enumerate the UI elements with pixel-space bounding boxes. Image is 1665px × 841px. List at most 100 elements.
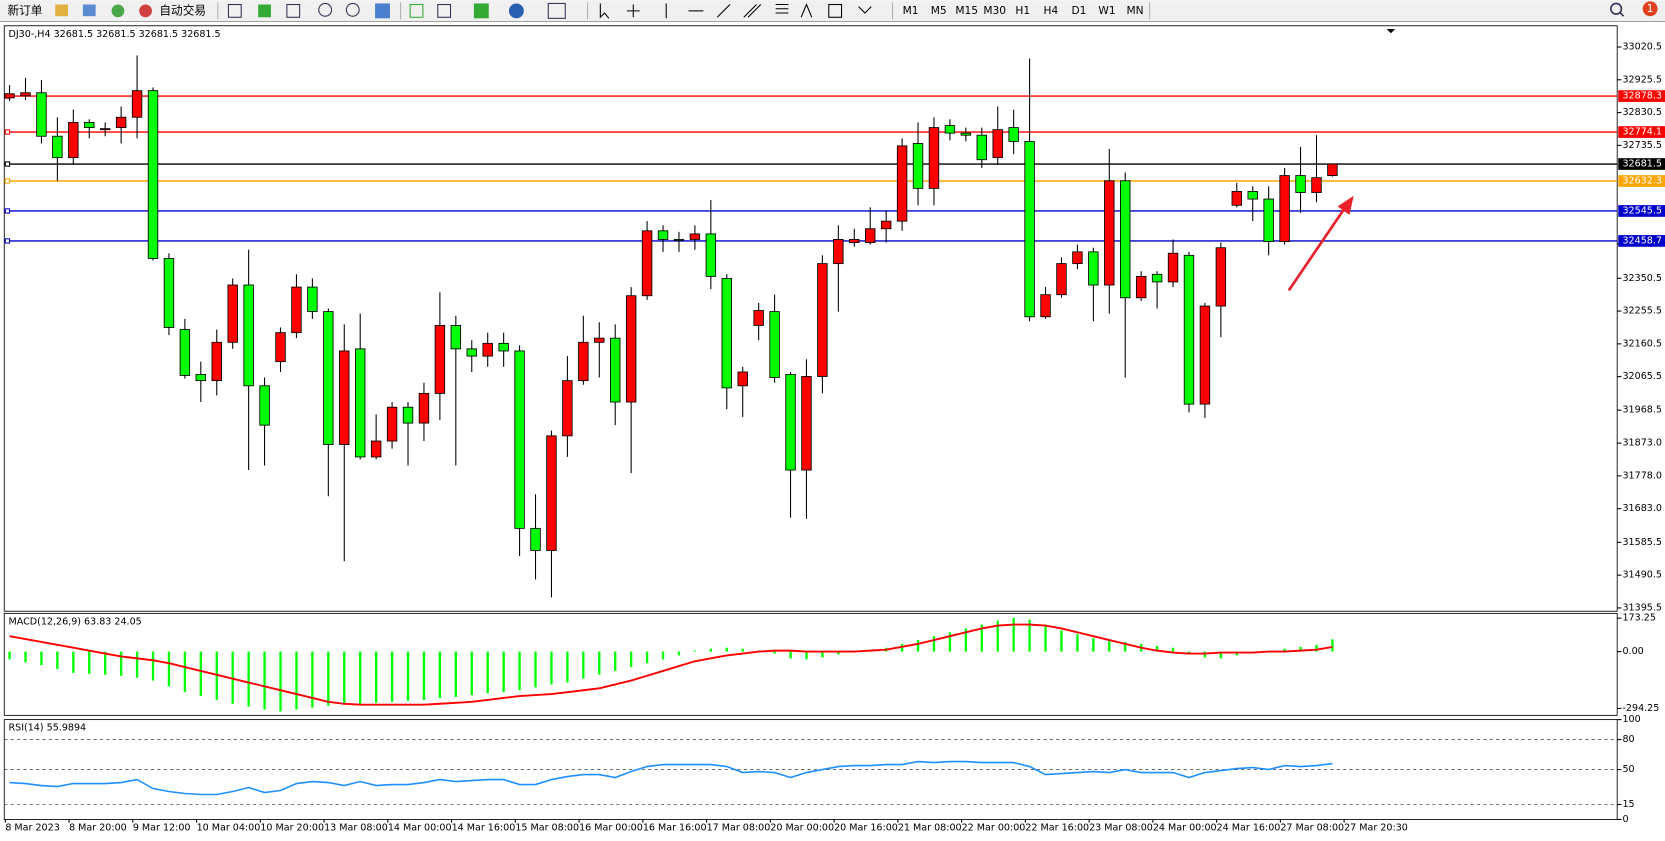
candle-body [211,341,222,382]
x-tick-label: 15 Mar 08:00 [515,822,579,833]
icon[interactable] [473,3,489,19]
timeframe-button[interactable]: M30 [983,4,1006,17]
badge-count: 1 [1647,2,1654,15]
x-tick-label: 14 Mar 16:00 [452,822,516,833]
candle-body [179,329,191,376]
x-tick-label: 24 Mar 16:00 [1217,822,1281,833]
icon[interactable] [599,3,610,19]
candle-body [801,376,812,471]
icon[interactable] [800,3,813,18]
icon[interactable] [82,4,96,17]
candle-body [944,125,956,134]
candle-body [849,239,860,243]
icon[interactable] [858,6,872,14]
icon[interactable] [547,2,566,19]
candle-body [1072,251,1083,265]
x-tick-label: 21 Mar 08:00 [898,822,962,833]
icon[interactable] [775,3,789,14]
candle-body [115,116,127,129]
y-tick-label: 15 [1622,799,1634,810]
timeframe-button[interactable]: MN [1126,4,1143,17]
badge[interactable] [1642,1,1658,17]
candle-body [84,121,95,129]
icon[interactable] [318,2,333,17]
icon[interactable] [437,3,452,18]
timeframe-button[interactable]: W1 [1098,4,1115,17]
x-tick-label: 16 Mar 16:00 [643,822,707,833]
candle-body [1263,198,1274,242]
candle-body [434,324,446,394]
search-icon[interactable] [1610,2,1623,15]
y-tick-label: 31968.5 [1622,405,1661,416]
candle-body [243,284,254,387]
level-label: 32632.3 [1622,176,1661,187]
candle-body [833,239,844,265]
icon[interactable] [508,3,524,19]
candle-body [1120,180,1131,299]
level-label: 32681.5 [1622,159,1661,170]
candle-body [1024,140,1035,318]
candle-body [52,135,63,159]
icon[interactable] [375,3,390,19]
candle-body [769,311,780,378]
candle-body [163,258,175,328]
candle-body [418,392,430,424]
icon[interactable] [286,3,301,18]
level-label-bg [1618,158,1665,170]
x-tick-label: 27 Mar 08:00 [1280,822,1344,833]
icon[interactable] [227,3,242,18]
candle-body [817,263,828,377]
timeframe-button[interactable]: H4 [1043,4,1058,17]
candle-body [992,129,1003,159]
candle-body [227,284,238,343]
icon[interactable] [345,2,360,17]
icon[interactable] [111,4,125,18]
shift-marker [1386,28,1396,34]
timeframe-button[interactable]: M5 [931,4,947,17]
candle-body [1231,191,1243,206]
level-marker [4,238,11,244]
icon[interactable] [139,4,152,18]
icon[interactable] [55,4,69,17]
x-tick-label: 17 Mar 08:00 [707,822,771,833]
candle-body [641,230,653,297]
y-tick-label: 31873.0 [1622,438,1661,449]
timeframe-button[interactable]: M1 [903,4,919,17]
x-tick-label: 10 Mar 20:00 [260,822,324,833]
candle-body [625,295,637,403]
icon[interactable] [626,4,640,18]
level-label-bg [1618,235,1665,247]
candle-body [610,337,621,403]
x-tick-label: 9 Mar 12:00 [133,822,191,833]
level-marker [4,129,11,135]
icon[interactable] [258,4,271,18]
candle-body [705,233,717,277]
x-tick-label: 16 Mar 00:00 [579,822,643,833]
icon[interactable] [716,4,731,18]
y-tick-label: 100 [1622,714,1640,725]
x-tick-label: 14 Mar 00:00 [388,822,452,833]
icon[interactable] [743,4,762,18]
y-tick-label: 0 [1622,814,1628,825]
candle-body [689,233,701,240]
level-marker [4,178,11,184]
candle-body [673,239,685,241]
level-label-bg [1618,90,1665,102]
icon[interactable] [828,3,843,18]
y-tick-label: 31585.5 [1622,537,1661,548]
timeframe-button[interactable]: H1 [1015,4,1030,17]
icon[interactable] [409,3,424,18]
timeframe-button[interactable]: M15 [955,4,978,17]
auto-trading[interactable]: 自动交易 [159,3,206,17]
new-order[interactable]: 新订单 [7,3,42,17]
timeframes: M1 M5 M15 M30 H1 H4 D1 W1 MN [903,4,1144,17]
candle-body [1151,273,1163,283]
candle-body [753,310,764,326]
x-tick-label: 27 Mar 20:30 [1344,822,1408,833]
candle-body [36,92,47,137]
candle-body [1104,180,1115,286]
timeframe-button[interactable]: D1 [1071,4,1086,17]
y-tick-label: 32830.5 [1622,107,1661,118]
panel-frame [3,612,1618,716]
